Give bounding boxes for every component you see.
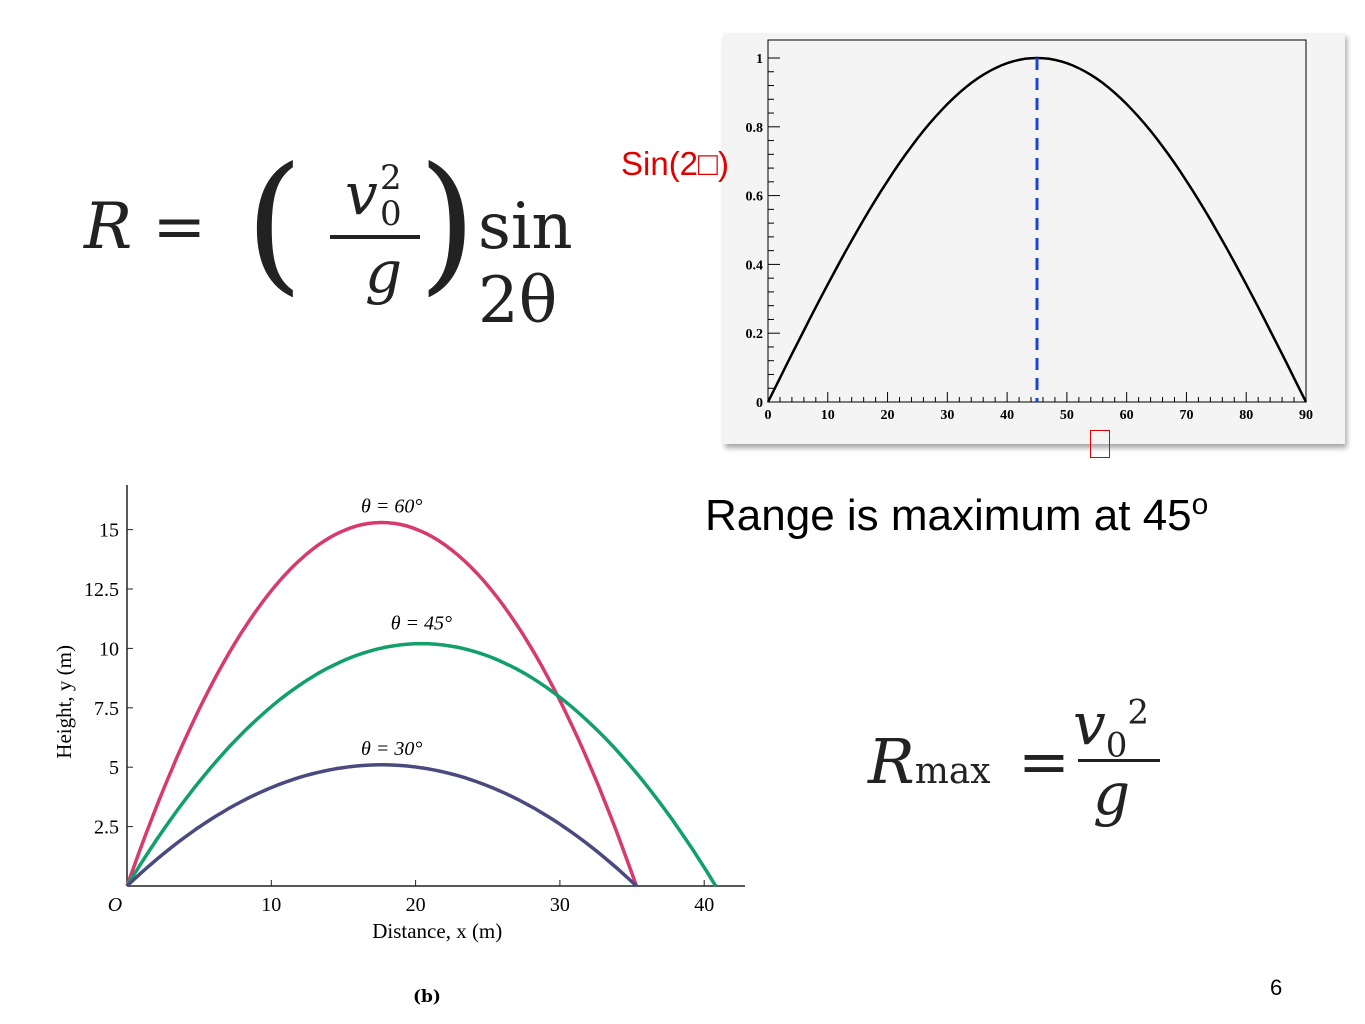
sin-x-tick-label: 90 <box>1299 408 1313 423</box>
sin-x-tick-label: 20 <box>881 408 895 423</box>
rmax-lhs: Rmax <box>868 725 991 798</box>
formula-open-paren: ( <box>245 136 304 310</box>
page-number: 6 <box>1270 975 1283 1000</box>
sin-x-tick-label: 0 <box>765 408 772 423</box>
rmax-formula: Rmax = v02 g <box>868 675 1188 845</box>
rmax-numerator: v02 <box>1073 690 1150 766</box>
rmax-fraction-bar <box>1078 759 1160 762</box>
formula-sin-term: sin 2θ <box>478 190 573 338</box>
traj-y-tick-label: 2.5 <box>94 817 119 839</box>
sin-x-tick-label: 60 <box>1120 408 1134 423</box>
traj-y-tick-label: 5 <box>109 757 119 779</box>
traj-y-tick-label: 12.5 <box>84 579 119 601</box>
traj-y-tick-label: 15 <box>99 520 119 542</box>
formula-denominator: g <box>365 238 403 306</box>
traj-x-tick-label: 30 <box>550 894 570 916</box>
traj-x-tick-label: 20 <box>406 894 426 916</box>
traj-curve-2 <box>125 763 638 888</box>
formula-numerator-sup: 2 <box>380 158 402 198</box>
traj-curve-label: θ = 30° <box>361 738 422 760</box>
sin-x-tick-label: 70 <box>1179 408 1193 423</box>
sin-y-tick-label: 0.4 <box>746 258 764 273</box>
sin-plot-svg: 0 10 20 30 40 50 60 70 80 90 0 0.2 0.4 0.6 0.8 1 <box>746 39 1313 423</box>
sin-y-tick-label: 1 <box>756 52 763 67</box>
sin-x-tick-label: 80 <box>1239 408 1253 423</box>
panel-tag: (b) <box>413 987 441 1007</box>
sin-plot-xlabel-theta <box>1090 430 1110 458</box>
traj-curve-label: θ = 60° <box>361 495 422 517</box>
traj-curve-1 <box>125 641 718 887</box>
formula-numerator: v <box>345 160 378 228</box>
range-formula: R = ( v 2 0 g ) sin 2θ <box>80 136 600 338</box>
rmax-equals: = <box>1018 725 1070 798</box>
sin-x-tick-label: 40 <box>1000 408 1014 423</box>
traj-y-tick-label: 7.5 <box>94 698 119 720</box>
sin-y-tick-label: 0 <box>756 396 763 411</box>
sin-y-tick-label: 0.6 <box>746 190 764 205</box>
traj-x-tick-label: 10 <box>261 894 281 916</box>
trajectory-plot-svg: O 10 20 30 40 2.5 5 7.5 10 12.5 15 Distance, x (m) H… <box>52 485 745 943</box>
traj-origin-label: O <box>108 894 122 916</box>
traj-x-axis-label: Distance, x (m) <box>372 919 502 943</box>
sin-x-tick-label: 10 <box>821 408 835 423</box>
traj-curve-0 <box>125 520 639 887</box>
formula-r-lhs: R = <box>84 190 207 264</box>
traj-x-tick-label: 40 <box>694 894 714 916</box>
sin-y-tick-label: 0.2 <box>746 327 764 342</box>
formula-numerator-sub: 0 <box>380 194 402 234</box>
traj-curve-label: θ = 45° <box>391 613 452 635</box>
sin-plot-ylabel: Sin(2□) <box>621 145 729 182</box>
range-statement-text: Range is maximum at 45 <box>705 491 1192 540</box>
formula-close-paren: ) <box>418 136 477 310</box>
sin-x-tick-label: 50 <box>1060 408 1074 423</box>
traj-y-tick-label: 10 <box>99 638 119 660</box>
sin-y-tick-label: 0.8 <box>746 121 764 136</box>
rmax-denominator: g <box>1093 760 1131 828</box>
sin-x-tick-label: 30 <box>940 408 954 423</box>
sin-plot-panel: 0 10 20 30 40 50 60 70 80 90 0 0.2 0.4 0.6 0.8 1 <box>723 33 1345 444</box>
traj-y-axis-label: Height, y (m) <box>52 645 76 759</box>
formula-fraction-bar <box>330 235 420 239</box>
range-statement-degree: o <box>1191 488 1209 521</box>
range-statement: Range is maximum at 45o <box>705 488 1208 541</box>
